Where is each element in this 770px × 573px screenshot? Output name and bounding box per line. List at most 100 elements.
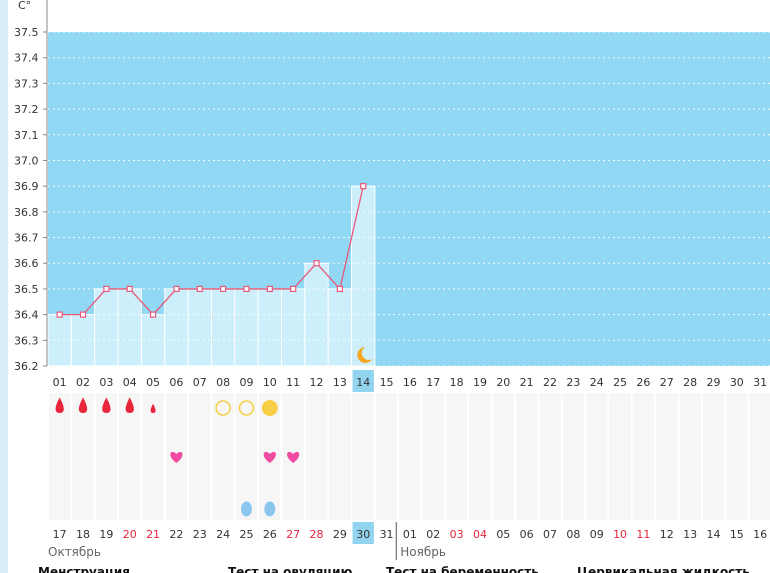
temperature-bar (351, 185, 376, 367)
x-date-label: 06 (520, 528, 534, 541)
x-date-label: 28 (310, 528, 324, 541)
month-label: Ноябрь (400, 545, 446, 559)
x-day-label: 11 (286, 376, 300, 389)
x-day-label: 22 (543, 376, 557, 389)
temperature-point (149, 311, 157, 318)
temperature-point (290, 285, 297, 293)
x-day-label: 21 (520, 376, 534, 389)
x-day-label: 05 (146, 376, 160, 389)
temperature-point (360, 183, 367, 190)
x-day-label: 10 (263, 376, 277, 389)
x-date-label: 22 (169, 528, 183, 541)
y-tick-label: 37.5 (14, 26, 39, 39)
x-date-label: 08 (566, 528, 580, 541)
legend-heading: Цервикальная жидкость (577, 565, 750, 573)
x-day-label: 01 (53, 376, 67, 389)
x-date-label: 15 (730, 528, 744, 541)
menstruation-drop-icon (150, 403, 156, 413)
heart-icon (287, 451, 300, 463)
temperature-bar (234, 288, 259, 367)
x-date-label: 20 (123, 528, 137, 541)
y-tick-label: 36.9 (14, 180, 39, 193)
x-day-label: 14 (356, 376, 370, 389)
x-date-label: 17 (53, 528, 67, 541)
x-date-label: 04 (473, 528, 487, 541)
x-date-label: 13 (683, 528, 697, 541)
x-day-label: 16 (403, 376, 417, 389)
menstruation-drop-icon (102, 397, 111, 413)
temperature-bar (164, 288, 189, 367)
x-date-label: 26 (263, 528, 277, 541)
x-day-label: 26 (636, 376, 650, 389)
bottom-current-day-highlight (352, 522, 374, 544)
x-day-label: 29 (706, 376, 720, 389)
x-day-label: 15 (380, 376, 394, 389)
x-date-label: 09 (590, 528, 604, 541)
y-axis-unit: C° (18, 0, 31, 12)
x-day-label: 27 (660, 376, 674, 389)
temperature-bar (117, 288, 142, 367)
x-day-label: 25 (613, 376, 627, 389)
x-date-label: 01 (403, 528, 417, 541)
x-day-label: 03 (99, 376, 113, 389)
x-date-label: 03 (450, 528, 464, 541)
left-edge-strip (0, 0, 8, 573)
cervical-fluid-drop-icon (264, 501, 276, 517)
y-tick-label: 36.3 (14, 334, 39, 347)
y-tick-label: 37.0 (14, 154, 39, 167)
menstruation-drop-icon (55, 397, 64, 413)
temperature-bar (187, 288, 212, 367)
temperature-bar (281, 288, 306, 367)
x-date-label: 11 (636, 528, 650, 541)
y-tick-label: 36.8 (14, 206, 39, 219)
temperature-point (220, 285, 227, 293)
menstruation-drop-icon (78, 397, 88, 413)
x-day-label: 20 (496, 376, 510, 389)
x-date-label: 10 (613, 528, 627, 541)
x-day-label: 04 (123, 376, 137, 389)
ovulation-test-icon (261, 400, 278, 416)
x-date-label: 29 (333, 528, 347, 541)
x-date-label: 21 (146, 528, 160, 541)
legend-heading: Менструация (38, 565, 130, 573)
y-tick-label: 36.7 (14, 232, 39, 245)
y-tick-label: 36.4 (14, 309, 39, 322)
moon-icon (357, 347, 373, 363)
current-day-highlight (352, 370, 374, 392)
temperature-point (103, 285, 110, 293)
legend-heading: Тест на беременность (386, 565, 539, 573)
x-day-label: 19 (473, 376, 487, 389)
x-date-label: 02 (426, 528, 440, 541)
x-date-label: 27 (286, 528, 300, 541)
temperature-bar (327, 288, 353, 367)
heart-icon (263, 451, 276, 463)
x-date-label: 24 (216, 528, 230, 541)
x-date-label: 18 (76, 528, 90, 541)
markers-band (48, 393, 770, 520)
temperature-point (313, 260, 320, 267)
heart-icon (170, 451, 183, 463)
y-tick-label: 37.4 (14, 52, 39, 65)
x-date-label: 31 (380, 528, 394, 541)
temperature-bar (257, 288, 282, 367)
x-day-label: 07 (193, 376, 207, 389)
temperature-point (266, 285, 273, 293)
x-day-label: 02 (76, 376, 90, 389)
temperature-point (56, 311, 63, 318)
y-tick-label: 36.6 (14, 257, 39, 270)
x-day-label: 28 (683, 376, 697, 389)
temperature-bar (94, 288, 119, 367)
temperature-point (126, 285, 133, 293)
temperature-point (243, 285, 250, 293)
y-tick-label: 37.3 (14, 77, 39, 90)
x-day-label: 31 (753, 376, 767, 389)
x-date-label: 05 (496, 528, 510, 541)
temperature-bar (210, 288, 236, 367)
cervical-fluid-drop-icon (240, 501, 252, 517)
x-day-label: 30 (730, 376, 744, 389)
temperature-point (196, 285, 203, 293)
ovulation-test-icon (215, 400, 231, 416)
legend-heading: Тест на овуляцию (228, 565, 353, 573)
x-day-label: 17 (426, 376, 440, 389)
x-day-label: 24 (590, 376, 604, 389)
